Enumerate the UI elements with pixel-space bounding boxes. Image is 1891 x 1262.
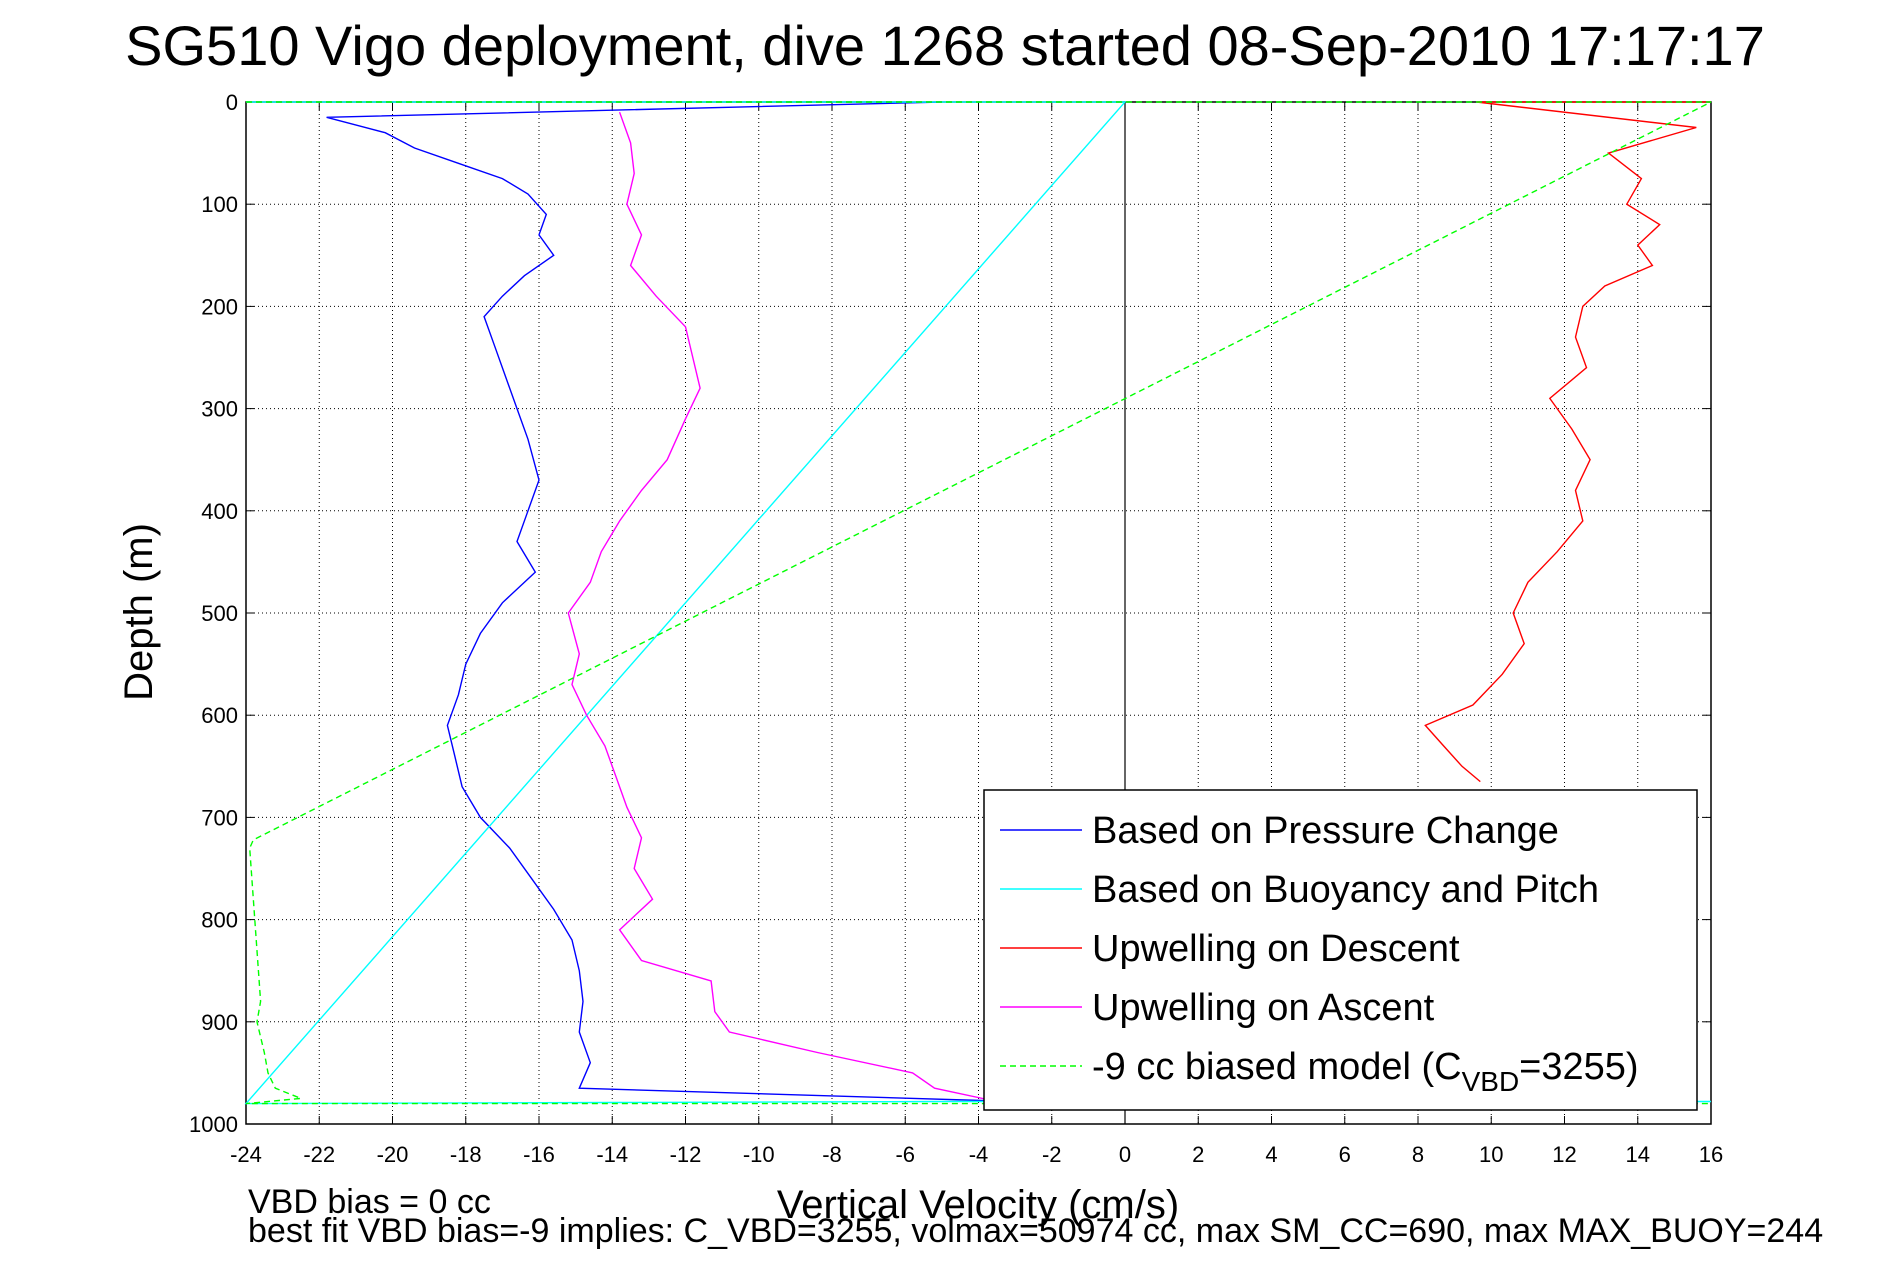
y-tick-label: 900 (201, 1010, 238, 1035)
y-tick-label: 700 (201, 805, 238, 830)
y-axis-label: Depth (m) (117, 523, 161, 701)
axis-ticks: -24 -22 -20 -18 -16 -14 -12 -10 -8 -6 -4 -2 0 2 4 6 8 10 1… (189, 90, 1723, 1167)
legend-label-1: Based on Pressure Change (1092, 810, 1559, 852)
x-tick-label: 16 (1699, 1142, 1723, 1167)
chart-title: SG510 Vigo deployment, dive 1268 started… (125, 14, 1765, 77)
x-tick-label: -6 (895, 1142, 915, 1167)
legend-label-5: -9 cc biased model (CVBD=3255) (1092, 1046, 1639, 1097)
x-tick-label: -22 (303, 1142, 335, 1167)
y-tick-label: 400 (201, 499, 238, 524)
y-tick-label: 0 (226, 90, 238, 115)
series-line-3 (1424, 101, 1711, 783)
x-tick-label: 12 (1552, 1142, 1576, 1167)
x-tick-label: 10 (1479, 1142, 1503, 1167)
footer-best-fit: best fit VBD bias=-9 implies: C_VBD=3255… (248, 1212, 1823, 1250)
x-tick-label: 14 (1626, 1142, 1650, 1167)
y-tick-label: 300 (201, 397, 238, 422)
series-line-1 (326, 101, 1052, 1107)
x-tick-label: 0 (1119, 1142, 1131, 1167)
y-tick-label: 800 (201, 908, 238, 933)
x-axis-label: Vertical Velocity (cm/s) (777, 1183, 1179, 1227)
x-tick-label: 2 (1192, 1142, 1204, 1167)
y-tick-label: 100 (201, 192, 238, 217)
x-tick-label: -12 (670, 1142, 702, 1167)
x-tick-label: -10 (743, 1142, 775, 1167)
x-tick-label: -4 (969, 1142, 989, 1167)
y-tick-label: 200 (201, 294, 238, 319)
x-tick-label: -14 (596, 1142, 628, 1167)
legend-box (983, 789, 1698, 1111)
legend-label-3: Upwelling on Descent (1092, 928, 1460, 970)
x-tick-label: 4 (1265, 1142, 1277, 1167)
x-tick-label: -20 (377, 1142, 409, 1167)
series-line-4 (567, 111, 997, 1103)
footer-vbd-bias: VBD bias = 0 cc (248, 1183, 491, 1221)
legend-label-2: Based on Buoyancy and Pitch (1092, 869, 1599, 911)
y-tick-label: 500 (201, 601, 238, 626)
x-tick-label: -18 (450, 1142, 482, 1167)
legend: Based on Pressure Change Based on Buoyanc… (983, 789, 1698, 1111)
y-tick-label: 1000 (189, 1112, 238, 1137)
legend-label-4: Upwelling on Ascent (1092, 987, 1435, 1029)
x-tick-label: 6 (1339, 1142, 1351, 1167)
y-tick-label: 600 (201, 703, 238, 728)
x-tick-label: -16 (523, 1142, 555, 1167)
x-tick-label: -2 (1042, 1142, 1062, 1167)
x-tick-label: -24 (230, 1142, 262, 1167)
x-tick-label: -8 (822, 1142, 842, 1167)
x-tick-label: 8 (1412, 1142, 1424, 1167)
